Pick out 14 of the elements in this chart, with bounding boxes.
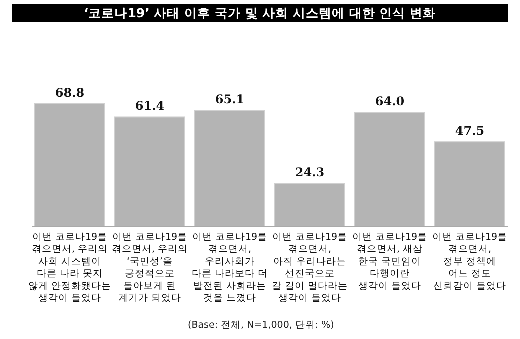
data-label: 61.4 xyxy=(135,99,165,114)
x-tick-label: 이번 코로나19를 겪으면서, 정부 정책에 어느 정도 신뢰감이 들었다 xyxy=(432,232,508,292)
x-tick-label: 이번 코로나19를 겪으면서, 새삼 한국 국민임이 다행이란 생각이 들었다 xyxy=(352,232,428,292)
x-tick-label: 이번 코로나19를 겪으면서, 우리의 ‘국민성’을 긍정적으로 돌아보게 된 계기가 되었다 xyxy=(112,232,188,304)
x-tick-label: 이번 코로나19를 겪으면서, 우리사회가 다른 나라보다 더 발전된 사회라는 것을 느꼈다 xyxy=(192,232,268,304)
data-label: 68.8 xyxy=(55,86,85,100)
text: (Base: 전체, N=1,000, 단위: %) xyxy=(188,320,334,331)
x-tick-label: 이번 코로나19를 겪으면서, 아직 우리나라는 선진국으로 갈 길이 멀다라는 생각이 들었다 xyxy=(272,232,348,304)
data-label: 64.0 xyxy=(375,94,405,109)
data-label: 47.5 xyxy=(455,124,485,138)
data-label: 65.1 xyxy=(215,92,245,107)
data-label: 24.3 xyxy=(295,166,325,180)
chart-title: ‘코로나19’ 사태 이후 국가 및 사회 시스템에 대한 인식 변화 xyxy=(84,6,436,20)
x-tick-label: 이번 코로나19를 겪으면서, 우리의 사회 시스템이 다른 나라 못지 않게 안정화됐다는 생각이 들었다 xyxy=(28,232,112,304)
